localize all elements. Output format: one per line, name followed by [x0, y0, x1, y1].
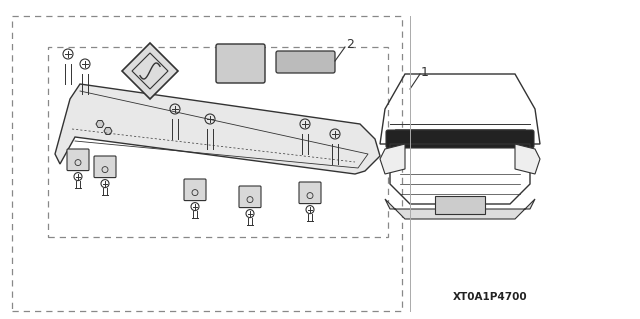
FancyBboxPatch shape	[216, 44, 265, 83]
Bar	[435, 196, 485, 214]
FancyBboxPatch shape	[276, 51, 335, 73]
FancyBboxPatch shape	[67, 149, 89, 171]
Polygon shape	[380, 144, 405, 174]
Polygon shape	[515, 144, 540, 174]
Polygon shape	[385, 199, 535, 219]
FancyBboxPatch shape	[94, 156, 116, 178]
FancyBboxPatch shape	[299, 182, 321, 204]
Polygon shape	[96, 121, 104, 128]
Text: XT0A1P4700: XT0A1P4700	[452, 292, 527, 302]
Polygon shape	[104, 128, 112, 135]
Text: 1: 1	[421, 65, 429, 78]
Polygon shape	[55, 84, 380, 174]
FancyBboxPatch shape	[239, 186, 261, 208]
Polygon shape	[122, 43, 178, 99]
Text: 2: 2	[346, 39, 354, 51]
Bar	[48, 47, 388, 237]
FancyBboxPatch shape	[386, 130, 534, 148]
Bar	[12, 16, 402, 311]
FancyBboxPatch shape	[184, 179, 206, 201]
